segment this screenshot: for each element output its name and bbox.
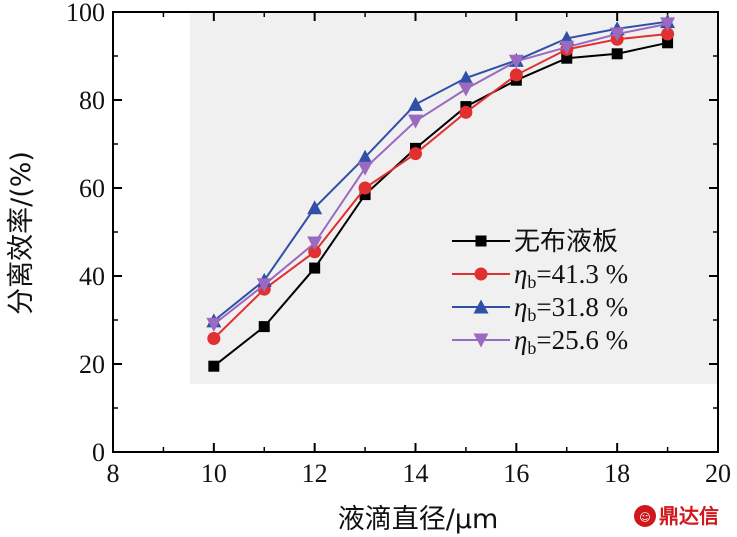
watermark-logo: ☺ 鼎达信 — [634, 504, 719, 528]
data-point — [611, 48, 623, 60]
data-point — [308, 245, 322, 259]
legend-swatch-marker — [473, 333, 489, 348]
data-point — [258, 321, 270, 333]
series-line — [213, 33, 668, 340]
data-point — [409, 147, 422, 161]
y-tick-label: 100 — [66, 0, 105, 27]
legend-label: ηb=25.6 % — [514, 325, 628, 358]
plot-shaded-background — [190, 12, 718, 384]
axes: 8 10 12 14 16 18 20 0 20 40 60 80 100 — [66, 0, 731, 488]
x-tick-label: 18 — [604, 459, 630, 488]
legend-swatch-marker — [475, 235, 487, 247]
data-point — [661, 27, 675, 41]
x-tick-label: 8 — [107, 459, 120, 488]
y-axis-title: 分离效率/(%) — [6, 151, 37, 315]
data-point — [509, 68, 523, 82]
y-tick-label: 80 — [79, 86, 105, 115]
legend-item: ηb=25.6 % — [452, 325, 628, 358]
legend-label: ηb=31.8 % — [514, 292, 628, 325]
data-point — [206, 317, 222, 332]
x-axis-title: 液滴直径/μm — [338, 504, 499, 535]
data-point — [357, 149, 373, 164]
legend-swatch-marker — [473, 299, 489, 314]
watermark-logo-icon — [634, 505, 656, 527]
y-tick-label: 0 — [92, 438, 105, 467]
data-point — [307, 236, 323, 251]
legend-label: ηb=41.3 % — [514, 259, 628, 292]
data-point — [358, 181, 372, 195]
series-layer — [206, 14, 676, 372]
x-tick-label: 16 — [503, 459, 529, 488]
data-point — [307, 200, 323, 215]
data-point — [207, 331, 221, 345]
data-point — [508, 54, 524, 69]
data-point — [357, 161, 373, 176]
legend-item: 无布液板 — [452, 227, 618, 257]
watermark-text: 鼎达信 — [659, 504, 719, 528]
x-tick-label: 20 — [705, 459, 731, 488]
series-4 — [206, 17, 676, 332]
series-2 — [207, 27, 675, 345]
data-point — [662, 37, 674, 49]
data-point — [660, 17, 676, 32]
data-point — [256, 278, 272, 293]
legend-item: ηb=31.8 % — [452, 292, 628, 325]
watermark-logo-glyph: ☺ — [639, 511, 650, 524]
y-tick-label: 40 — [79, 262, 105, 291]
series-line — [213, 22, 668, 326]
data-point — [309, 262, 321, 274]
x-tick-label: 10 — [201, 459, 227, 488]
data-point — [458, 70, 474, 85]
legend-swatch-marker — [474, 267, 488, 281]
data-point — [561, 52, 573, 64]
data-point — [408, 96, 423, 111]
series-line — [213, 41, 668, 367]
x-tick-label: 12 — [302, 459, 328, 488]
data-point — [459, 105, 473, 119]
x-tick-label: 14 — [403, 459, 429, 488]
data-point — [559, 40, 575, 55]
data-point — [408, 114, 423, 129]
y-tick-label: 60 — [79, 174, 105, 203]
series-line — [213, 20, 668, 322]
data-point — [609, 27, 625, 42]
data-point — [359, 189, 371, 201]
legend-label: 无布液板 — [514, 227, 618, 257]
y-tick-label: 20 — [79, 350, 105, 379]
data-point — [458, 82, 474, 97]
data-point — [208, 360, 220, 372]
legend-item: ηb=41.3 % — [452, 259, 628, 292]
